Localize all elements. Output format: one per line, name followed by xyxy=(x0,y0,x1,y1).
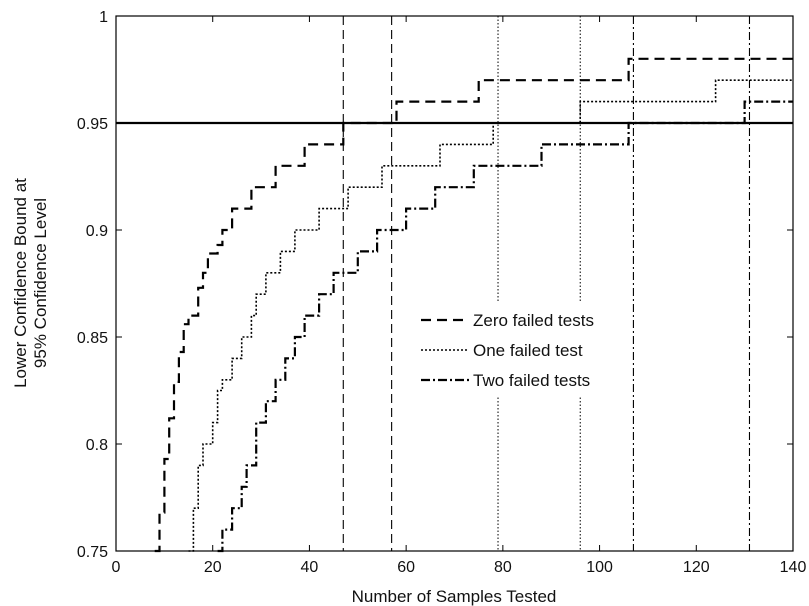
y-tick-label: 0.8 xyxy=(86,437,108,454)
plot-frame xyxy=(115,15,794,552)
x-tick-label: 80 xyxy=(494,559,512,576)
legend: Zero failed tests One failed test Two fail… xyxy=(415,302,627,396)
series-line-dotted xyxy=(188,79,793,552)
x-tick-label: 0 xyxy=(112,559,121,576)
y-tick-label: 1 xyxy=(99,9,108,26)
legend-label: Zero failed tests xyxy=(473,311,594,330)
series-layer xyxy=(154,57,793,553)
y-tick-label: 0.95 xyxy=(77,116,108,133)
y-tick-label: 0.9 xyxy=(86,223,108,240)
x-tick-label: 120 xyxy=(683,559,710,576)
x-tick-label: 20 xyxy=(204,559,222,576)
y-tick-label: 0.75 xyxy=(77,544,108,561)
x-tick-label: 40 xyxy=(301,559,319,576)
y-axis-title-line-2: 95% Confidence Level xyxy=(31,198,50,368)
x-tick-label: 100 xyxy=(586,559,613,576)
x-axis-title: Number of Samples Tested xyxy=(352,587,557,606)
vertical-marker-layer xyxy=(342,16,751,551)
tick-layer: 0 20 40 60 80 100 120 140 0.75 0.8 0.85 0.9 0.95 1 xyxy=(77,9,807,576)
y-tick-label: 0.85 xyxy=(77,330,108,347)
legend-label: Two failed tests xyxy=(473,371,590,390)
legend-label: One failed test xyxy=(473,341,583,360)
series-line-dashdot xyxy=(217,100,793,553)
x-tick-label: 60 xyxy=(397,559,415,576)
y-axis-title: Lower Confidence Bound at 95% Confidence… xyxy=(11,178,50,388)
series-line-dashed xyxy=(154,57,793,553)
x-tick-label: 140 xyxy=(780,559,807,576)
y-axis-title-line-1: Lower Confidence Bound at xyxy=(11,178,30,388)
